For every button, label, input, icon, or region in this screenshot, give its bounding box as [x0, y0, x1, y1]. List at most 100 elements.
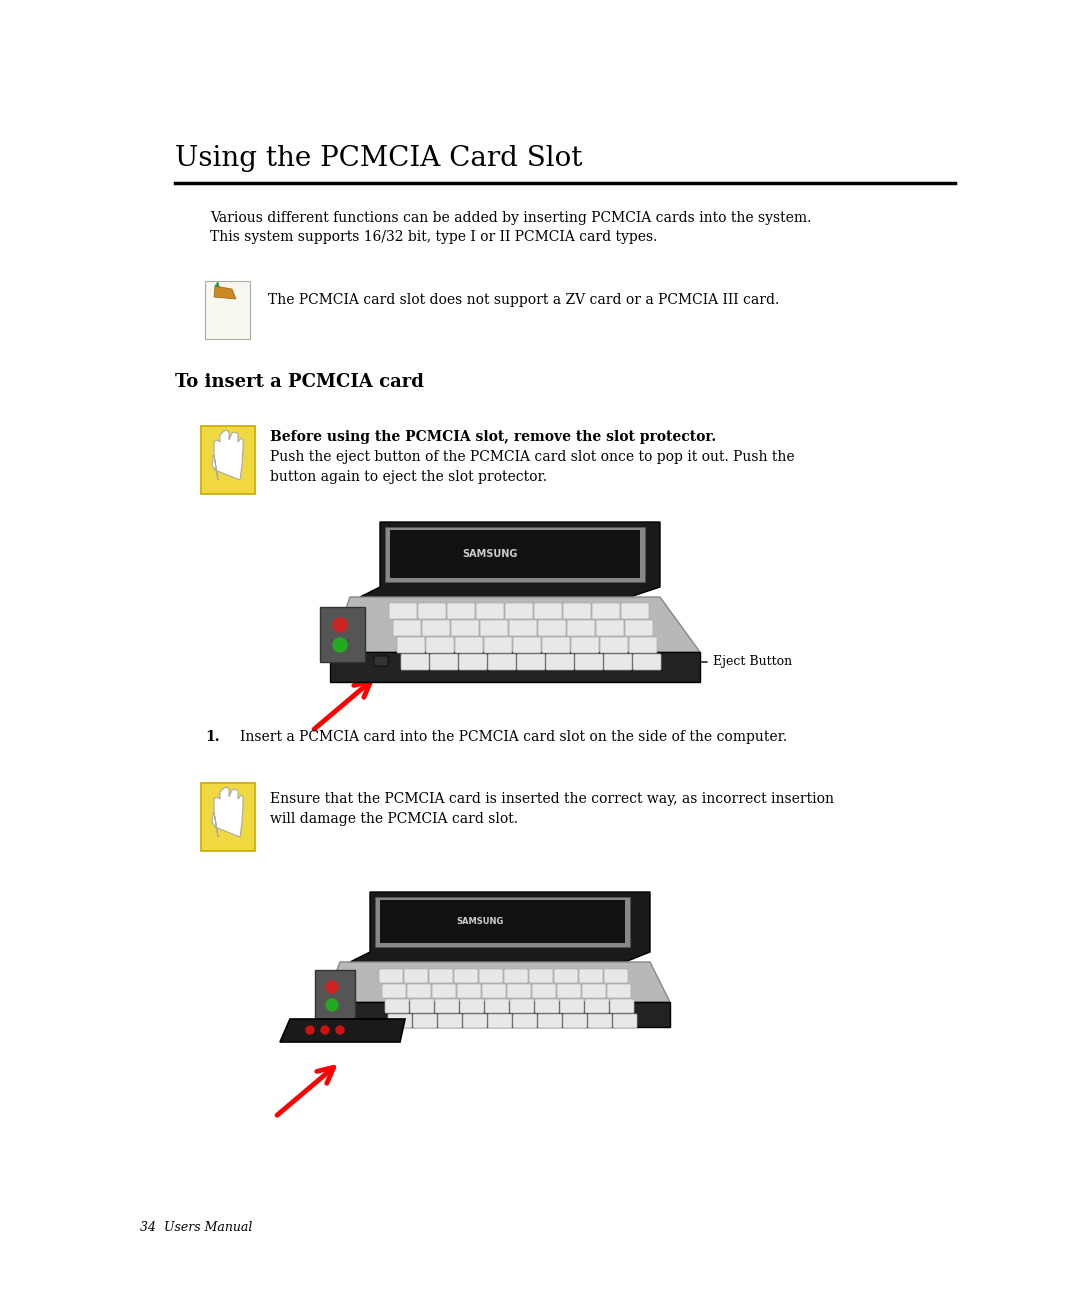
Polygon shape: [360, 522, 660, 597]
FancyBboxPatch shape: [546, 654, 573, 670]
FancyBboxPatch shape: [451, 620, 480, 636]
FancyBboxPatch shape: [397, 637, 426, 653]
FancyBboxPatch shape: [592, 603, 620, 619]
FancyBboxPatch shape: [610, 999, 634, 1013]
FancyBboxPatch shape: [517, 654, 545, 670]
Text: Insert a PCMCIA card into the PCMCIA card slot on the side of the computer.: Insert a PCMCIA card into the PCMCIA car…: [240, 730, 787, 744]
FancyBboxPatch shape: [625, 620, 653, 636]
FancyBboxPatch shape: [532, 984, 556, 997]
Polygon shape: [350, 891, 650, 962]
FancyBboxPatch shape: [509, 620, 537, 636]
FancyBboxPatch shape: [604, 969, 627, 983]
FancyBboxPatch shape: [459, 654, 487, 670]
FancyBboxPatch shape: [480, 969, 503, 983]
Circle shape: [333, 618, 347, 632]
Circle shape: [321, 1026, 329, 1034]
FancyBboxPatch shape: [567, 620, 595, 636]
Polygon shape: [215, 281, 219, 287]
Circle shape: [326, 980, 338, 994]
Polygon shape: [280, 1018, 405, 1042]
FancyBboxPatch shape: [579, 969, 603, 983]
FancyBboxPatch shape: [460, 999, 484, 1013]
FancyBboxPatch shape: [375, 897, 630, 946]
Polygon shape: [325, 962, 670, 1001]
Text: 1.: 1.: [205, 730, 219, 744]
FancyBboxPatch shape: [505, 603, 534, 619]
FancyBboxPatch shape: [504, 969, 528, 983]
FancyBboxPatch shape: [575, 654, 603, 670]
FancyBboxPatch shape: [393, 620, 421, 636]
Text: The PCMCIA card slot does not support a ZV card or a PCMCIA III card.: The PCMCIA card slot does not support a …: [268, 293, 780, 308]
FancyBboxPatch shape: [488, 654, 516, 670]
FancyBboxPatch shape: [407, 984, 431, 997]
FancyBboxPatch shape: [582, 984, 606, 997]
FancyBboxPatch shape: [374, 656, 388, 666]
FancyBboxPatch shape: [557, 984, 581, 997]
FancyBboxPatch shape: [426, 637, 454, 653]
Circle shape: [326, 999, 338, 1011]
Circle shape: [336, 1026, 345, 1034]
FancyBboxPatch shape: [476, 603, 504, 619]
FancyBboxPatch shape: [513, 1014, 537, 1028]
FancyBboxPatch shape: [600, 637, 627, 653]
FancyBboxPatch shape: [320, 882, 660, 1056]
FancyBboxPatch shape: [410, 999, 434, 1013]
FancyBboxPatch shape: [613, 1014, 637, 1028]
Text: Push the eject button of the PCMCIA card slot once to pop it out. Push the
butto: Push the eject button of the PCMCIA card…: [270, 450, 795, 483]
FancyBboxPatch shape: [201, 425, 255, 493]
FancyBboxPatch shape: [563, 603, 591, 619]
FancyBboxPatch shape: [429, 969, 453, 983]
Polygon shape: [330, 652, 700, 682]
FancyBboxPatch shape: [401, 654, 429, 670]
FancyBboxPatch shape: [315, 970, 355, 1020]
FancyBboxPatch shape: [571, 637, 599, 653]
Text: Various different functions can be added by inserting PCMCIA cards into the syst: Various different functions can be added…: [210, 211, 811, 245]
FancyBboxPatch shape: [389, 603, 417, 619]
FancyBboxPatch shape: [561, 999, 584, 1013]
FancyBboxPatch shape: [480, 620, 508, 636]
FancyBboxPatch shape: [447, 603, 475, 619]
FancyBboxPatch shape: [384, 528, 645, 583]
FancyBboxPatch shape: [621, 603, 649, 619]
FancyBboxPatch shape: [422, 620, 450, 636]
Polygon shape: [212, 787, 243, 836]
Text: To insert a PCMCIA card: To insert a PCMCIA card: [175, 373, 423, 391]
FancyBboxPatch shape: [629, 637, 657, 653]
FancyBboxPatch shape: [382, 984, 406, 997]
FancyBboxPatch shape: [463, 1014, 487, 1028]
FancyBboxPatch shape: [388, 1014, 411, 1028]
FancyBboxPatch shape: [379, 969, 403, 983]
Circle shape: [306, 1026, 314, 1034]
Polygon shape: [212, 429, 243, 480]
FancyBboxPatch shape: [384, 999, 409, 1013]
FancyBboxPatch shape: [404, 969, 428, 983]
FancyBboxPatch shape: [542, 637, 570, 653]
Polygon shape: [214, 285, 237, 298]
FancyBboxPatch shape: [507, 984, 531, 997]
FancyBboxPatch shape: [201, 783, 255, 851]
FancyBboxPatch shape: [513, 637, 541, 653]
Text: Using the PCMCIA Card Slot: Using the PCMCIA Card Slot: [175, 145, 582, 171]
FancyBboxPatch shape: [432, 984, 456, 997]
FancyBboxPatch shape: [380, 901, 625, 942]
FancyBboxPatch shape: [455, 637, 483, 653]
Text: SAMSUNG: SAMSUNG: [457, 918, 503, 927]
FancyBboxPatch shape: [563, 1014, 588, 1028]
Circle shape: [333, 637, 347, 652]
FancyBboxPatch shape: [485, 999, 509, 1013]
FancyBboxPatch shape: [205, 281, 249, 339]
FancyBboxPatch shape: [538, 620, 566, 636]
FancyBboxPatch shape: [482, 984, 507, 997]
FancyBboxPatch shape: [585, 999, 609, 1013]
FancyBboxPatch shape: [529, 969, 553, 983]
FancyBboxPatch shape: [554, 969, 578, 983]
FancyBboxPatch shape: [534, 603, 562, 619]
FancyBboxPatch shape: [320, 607, 365, 662]
FancyBboxPatch shape: [535, 999, 559, 1013]
FancyBboxPatch shape: [430, 654, 458, 670]
FancyBboxPatch shape: [588, 1014, 612, 1028]
FancyBboxPatch shape: [510, 999, 534, 1013]
Text: Ensure that the PCMCIA card is inserted the correct way, as incorrect insertion
: Ensure that the PCMCIA card is inserted …: [270, 792, 834, 826]
FancyBboxPatch shape: [604, 654, 632, 670]
FancyBboxPatch shape: [438, 1014, 462, 1028]
